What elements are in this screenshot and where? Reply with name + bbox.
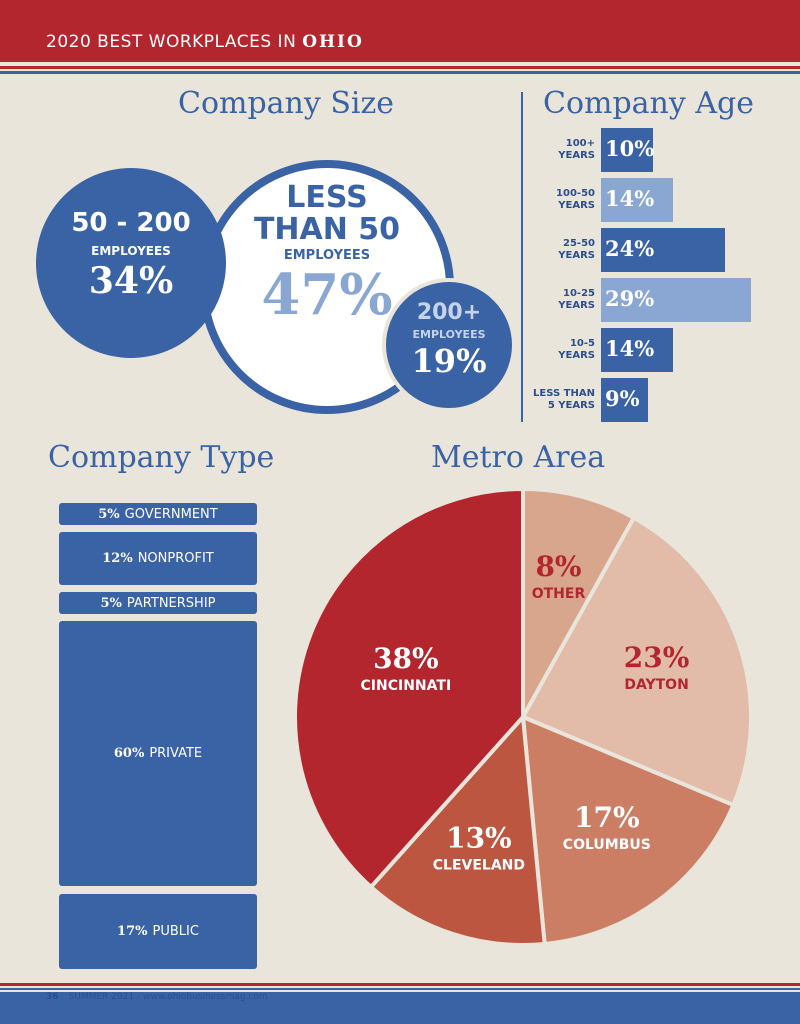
- footer-publication: SUMMER 2021 - www.ohiobusinessmag.com: [68, 992, 268, 1002]
- pie-category-label: CLEVELAND: [433, 857, 525, 873]
- 50-200-range: 50 - 200: [71, 208, 191, 238]
- 200-plus-range: 200+: [416, 300, 482, 325]
- header-rule-red: [0, 66, 800, 69]
- age-category-label: LESS THAN 5 YEARS: [497, 388, 595, 412]
- age-category-label: 10-5 YEARS: [497, 338, 595, 362]
- footer-rule-red: [0, 983, 800, 986]
- company-type-value-label: 17%: [117, 924, 148, 939]
- footer-bar: [0, 992, 800, 1024]
- company-age-chart: 100+ YEARS 10% 100-50 YEARS 14% 25-50 YEARS 24% 1…: [0, 0, 800, 440]
- age-category-label-line: 5 YEARS: [547, 400, 595, 411]
- pie-category-label: OTHER: [532, 586, 586, 602]
- company-type-category-label: PUBLIC: [152, 924, 199, 939]
- age-category-label: 10-25 YEARS: [497, 288, 595, 312]
- company-type-segment: 12% NONPROFIT: [59, 532, 257, 585]
- less-than-50-unit: EMPLOYEES: [283, 248, 371, 263]
- age-category-label: 100+ YEARS: [497, 138, 595, 162]
- pie-value-label: 13%: [446, 821, 512, 854]
- less-than-50-range-line1: LESS: [286, 180, 368, 215]
- 200-plus-value: 19%: [411, 342, 487, 380]
- circle-50-200: 50 - 200 EMPLOYEES 34%: [36, 168, 226, 358]
- company-type-segment: 60% PRIVATE: [59, 621, 257, 886]
- page-header-title: 2020 BEST WORKPLACES IN OHIO: [46, 32, 364, 52]
- pie-category-label: COLUMBUS: [563, 837, 651, 853]
- pie-category-label: DAYTON: [624, 677, 688, 693]
- age-category-label-line: 100+: [565, 138, 595, 149]
- company-type-category-label: GOVERNMENT: [124, 506, 218, 522]
- age-bar-value-label: 14%: [605, 336, 655, 361]
- less-than-50-value: 47%: [261, 262, 393, 328]
- age-bar: 24%: [601, 228, 725, 272]
- age-bar-value-label: 14%: [605, 186, 655, 211]
- metro-area-pie-chart: 8% OTHER 23% DAYTON 17% COLUMBUS 13% CLEVELAND 3…: [293, 486, 753, 947]
- age-category-label-line: 100-50: [556, 188, 595, 199]
- 200-plus-unit: EMPLOYEES: [412, 328, 486, 341]
- age-bar: 14%: [601, 178, 673, 222]
- footer-text: 36 SUMMER 2021 - www.ohiobusinessmag.com: [46, 992, 268, 1002]
- age-category-label-line: YEARS: [558, 300, 595, 311]
- pie-slice: [368, 712, 547, 947]
- pie-slice: [520, 515, 753, 808]
- footer-rule-blue: [0, 988, 800, 990]
- header-rule-blue: [0, 71, 800, 74]
- age-bar-value-label: 10%: [605, 136, 655, 161]
- age-category-label: 100-50 YEARS: [497, 188, 595, 212]
- pie-slice: [521, 486, 637, 725]
- company-type-category-label: PARTNERSHIP: [126, 595, 216, 611]
- age-category-label-line: YEARS: [558, 150, 595, 161]
- company-type-category-label: PRIVATE: [149, 746, 203, 761]
- company-type-value-label: 12%: [102, 551, 133, 566]
- age-bar: 10%: [601, 128, 655, 172]
- age-category-label-line: 10-25: [563, 288, 595, 299]
- company-type-value-label: 5%: [100, 595, 122, 611]
- section-divider: [521, 92, 523, 422]
- age-category-label-line: 25-50: [563, 238, 595, 249]
- company-type-segment: 5% PARTNERSHIP: [59, 592, 257, 614]
- header-state: OHIO: [302, 32, 364, 52]
- company-age-title: Company Age: [543, 86, 754, 121]
- 50-200-unit: EMPLOYEES: [91, 244, 171, 258]
- pie-slice: [293, 486, 525, 890]
- pie-category-label: CINCINNATI: [361, 678, 452, 694]
- company-type-value-label: 60%: [113, 746, 145, 761]
- age-bar: 29%: [601, 278, 751, 322]
- age-bar: 14%: [601, 328, 673, 372]
- page-number: 36: [46, 992, 59, 1002]
- age-category-label-line: YEARS: [558, 350, 595, 361]
- circle-200-plus: 200+ EMPLOYEES 19%: [382, 278, 516, 412]
- company-type-value-label: 5%: [98, 506, 120, 522]
- metro-area-title: Metro Area: [431, 440, 606, 475]
- header-bar: [0, 0, 800, 62]
- age-category-label-line: YEARS: [558, 200, 595, 211]
- pie-slice: [520, 713, 736, 947]
- company-size-title: Company Size: [178, 86, 395, 121]
- pie-value-label: 23%: [624, 641, 690, 674]
- company-type-category-label: NONPROFIT: [137, 551, 214, 566]
- age-category-label-line: LESS THAN: [533, 388, 595, 399]
- age-bar-value-label: 24%: [605, 236, 655, 261]
- 50-200-value: 34%: [88, 260, 174, 302]
- age-bar-value-label: 9%: [605, 386, 640, 411]
- pie-value-label: 38%: [373, 642, 439, 675]
- pie-value-label: 8%: [535, 550, 581, 583]
- company-type-segment: 5% GOVERNMENT: [59, 503, 257, 525]
- age-category-label-line: YEARS: [558, 250, 595, 261]
- pie-value-label: 17%: [574, 801, 640, 834]
- age-category-label: 25-50 YEARS: [497, 238, 595, 262]
- age-bar: 9%: [601, 378, 648, 422]
- company-type-segment: 17% PUBLIC: [59, 894, 257, 969]
- age-bar-value-label: 29%: [605, 286, 655, 311]
- age-category-label-line: 10-5: [569, 338, 595, 349]
- less-than-50-range-line2: THAN 50: [253, 212, 401, 247]
- company-type-title: Company Type: [48, 440, 275, 475]
